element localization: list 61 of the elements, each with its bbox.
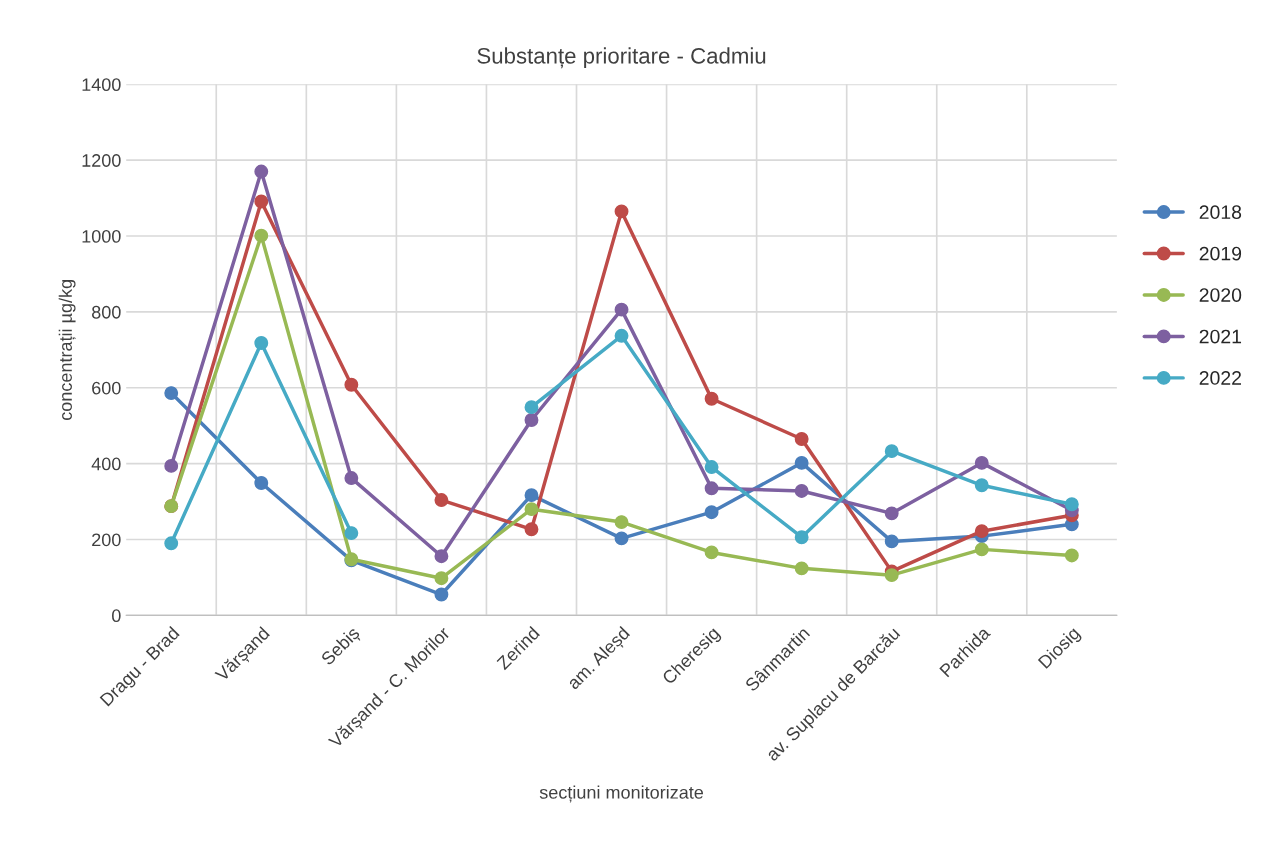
legend-label: 2019 — [1199, 246, 1242, 261]
chart-title: Substanțe prioritare - Cadmiu — [477, 47, 766, 69]
point — [1064, 548, 1079, 563]
point — [164, 458, 179, 473]
point — [254, 336, 269, 350]
y-tick-label: 800 — [92, 305, 121, 319]
legend-label: 2018 — [1199, 205, 1242, 220]
point — [614, 515, 629, 530]
point — [704, 505, 719, 520]
point — [794, 484, 809, 498]
point — [524, 522, 539, 537]
point — [974, 524, 989, 539]
point — [434, 587, 449, 602]
point — [974, 455, 989, 470]
point — [434, 571, 449, 586]
point — [884, 568, 899, 583]
point — [434, 549, 449, 564]
point — [794, 561, 809, 576]
point — [704, 391, 719, 406]
point — [1064, 497, 1079, 512]
point — [254, 228, 269, 243]
point — [614, 204, 629, 219]
point — [704, 460, 719, 475]
point — [254, 194, 269, 209]
y-tick-label: 0 — [112, 609, 121, 623]
point — [884, 534, 899, 549]
point — [884, 506, 899, 521]
point — [524, 400, 539, 415]
point — [524, 413, 539, 427]
point — [794, 432, 809, 446]
y-tick-label: 200 — [92, 533, 121, 547]
x-axis-title: secțiuni monitorizate — [539, 785, 704, 803]
point — [614, 328, 629, 343]
point — [974, 542, 989, 557]
point — [164, 386, 179, 401]
point — [524, 502, 539, 517]
y-tick-label: 1400 — [82, 78, 121, 92]
y-tick-label: 600 — [92, 381, 121, 395]
point — [884, 444, 899, 459]
point — [524, 488, 539, 503]
point — [434, 493, 449, 508]
point — [704, 545, 719, 560]
point — [254, 164, 269, 179]
legend-label: 2020 — [1199, 288, 1242, 302]
y-axis-title: concentrații µg/kg — [58, 280, 76, 421]
legend-label: 2021 — [1199, 329, 1242, 344]
point — [344, 471, 359, 486]
point — [614, 531, 629, 546]
point — [614, 302, 629, 317]
point — [794, 455, 809, 470]
y-tick-label: 400 — [91, 457, 121, 471]
point — [974, 478, 989, 493]
y-tick-label: 1200 — [82, 154, 121, 167]
point — [164, 536, 179, 551]
point — [344, 526, 359, 541]
y-tick-label: 1000 — [82, 229, 121, 243]
point — [344, 377, 359, 392]
legend-label: 2022 — [1199, 371, 1241, 385]
point — [794, 530, 809, 545]
point — [704, 481, 719, 496]
point — [254, 476, 269, 490]
